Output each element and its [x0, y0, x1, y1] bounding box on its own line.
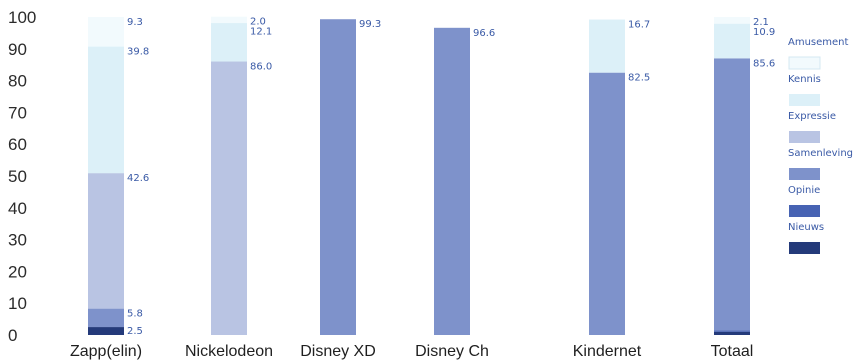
bar-segment-kennis — [714, 23, 750, 59]
bar-segment-kennis — [88, 46, 124, 174]
bar-segment-samenleving — [434, 27, 470, 335]
x-tick-label: Totaal — [711, 343, 754, 360]
x-tick-label: Disney XD — [300, 343, 376, 360]
y-tick-label: 50 — [8, 167, 27, 186]
legend: Amusement Kennis Expressie Samenleving Opini… — [788, 37, 853, 254]
legend-swatch-kennis — [789, 94, 820, 106]
legend-swatch-nieuws — [789, 242, 820, 254]
x-tick-label: Disney Ch — [415, 343, 489, 360]
bar-segment-amusement — [714, 17, 750, 24]
data-label: 2.5 — [127, 326, 143, 337]
legend-swatch-expressie — [789, 131, 820, 143]
y-tick-label: 10 — [8, 294, 27, 313]
data-label: 2.1 — [753, 17, 769, 28]
y-tick-label: 70 — [8, 103, 27, 122]
bar-segment-samenleving — [88, 308, 124, 328]
y-tick-label: 20 — [8, 262, 27, 281]
bar-segment-expressie — [211, 61, 247, 336]
bars-area — [88, 16, 750, 336]
legend-swatch-samenleving — [789, 168, 820, 180]
bar-segment-samenleving — [714, 58, 750, 331]
bar-segment-nieuws — [714, 331, 750, 335]
data-label: 16.7 — [628, 20, 650, 31]
bar-segment-samenleving — [589, 72, 625, 336]
bar-segment-nieuws — [88, 327, 124, 335]
data-label: 12.1 — [250, 27, 272, 38]
data-label: 85.6 — [753, 58, 775, 69]
x-tick-label: Zapp(elin) — [70, 343, 142, 360]
data-label: 99.3 — [359, 19, 381, 30]
data-labels: 9.3 39.8 42.6 5.8 2.5 2.012.1 86.0 99.3 96.6 16.7… — [127, 17, 775, 337]
data-label: 42.6 — [127, 173, 149, 184]
y-tick-label: 80 — [8, 72, 27, 91]
bar-segment-kennis — [211, 23, 247, 62]
bar-segment-expressie — [88, 173, 124, 309]
bar-segment-kennis — [589, 19, 625, 73]
legend-label: Amusement — [788, 37, 849, 48]
legend-label: Nieuws — [788, 222, 824, 233]
bar-segment-amusement — [211, 16, 247, 24]
x-tick-label: Kindernet — [573, 343, 642, 360]
data-label: 82.5 — [628, 73, 650, 84]
y-tick-label: 40 — [8, 199, 27, 218]
bar-segment-opinie — [714, 330, 750, 332]
y-tick-label: 60 — [8, 135, 27, 154]
data-label: 10.9 — [753, 27, 775, 38]
x-tick-label: Nickelodeon — [185, 343, 273, 360]
legend-label: Opinie — [788, 185, 820, 196]
bar-segment-samenleving — [320, 19, 356, 335]
legend-swatch-amusement — [788, 56, 821, 70]
y-tick-label: 100 — [8, 8, 36, 27]
data-label: 86.0 — [250, 62, 272, 73]
y-tick-label: 30 — [8, 231, 27, 250]
legend-label: Expressie — [788, 111, 836, 122]
data-label: 9.3 — [127, 17, 143, 28]
data-label: 5.8 — [127, 309, 143, 320]
data-label: 39.8 — [127, 47, 149, 58]
y-tick-label: 0 — [8, 326, 17, 345]
legend-label: Samenleving — [788, 148, 853, 159]
data-label: 2.0 — [250, 17, 266, 28]
bar-segment-amusement — [88, 17, 124, 47]
y-tick-label: 90 — [8, 40, 27, 59]
x-axis: Zapp(elin) Nickelodeon Disney XD Disney Ch K… — [70, 343, 753, 360]
legend-label: Kennis — [788, 74, 821, 85]
y-axis: 0 10 20 30 40 50 60 70 80 90 100 — [8, 8, 36, 345]
legend-swatch-opinie — [789, 205, 820, 217]
data-label: 96.6 — [473, 28, 495, 39]
